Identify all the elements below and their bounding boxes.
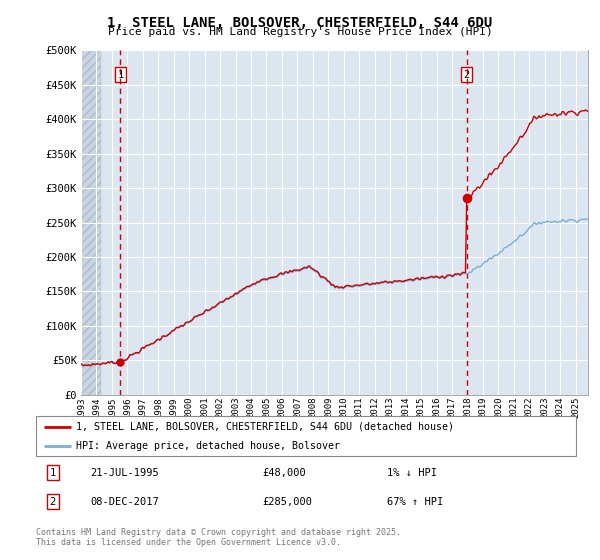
Bar [81,50,101,395]
Text: £285,000: £285,000 [263,497,313,507]
Bar [81,50,101,395]
Text: 1% ↓ HPI: 1% ↓ HPI [387,468,437,478]
Text: Contains HM Land Registry data © Crown copyright and database right 2025.
This d: Contains HM Land Registry data © Crown c… [36,528,401,547]
Text: 2: 2 [463,69,470,80]
Text: 21-JUL-1995: 21-JUL-1995 [90,468,159,478]
Text: 67% ↑ HPI: 67% ↑ HPI [387,497,443,507]
Text: 1: 1 [49,468,56,478]
Text: 1, STEEL LANE, BOLSOVER, CHESTERFIELD, S44 6DU (detached house): 1, STEEL LANE, BOLSOVER, CHESTERFIELD, S… [77,422,455,432]
Text: 1, STEEL LANE, BOLSOVER, CHESTERFIELD, S44 6DU: 1, STEEL LANE, BOLSOVER, CHESTERFIELD, S… [107,16,493,30]
FancyBboxPatch shape [36,416,576,456]
Text: 2: 2 [49,497,56,507]
Text: HPI: Average price, detached house, Bolsover: HPI: Average price, detached house, Bols… [77,441,341,450]
Text: £48,000: £48,000 [263,468,307,478]
Text: 08-DEC-2017: 08-DEC-2017 [90,497,159,507]
Text: Price paid vs. HM Land Registry's House Price Index (HPI): Price paid vs. HM Land Registry's House … [107,27,493,37]
Text: 1: 1 [117,69,124,80]
